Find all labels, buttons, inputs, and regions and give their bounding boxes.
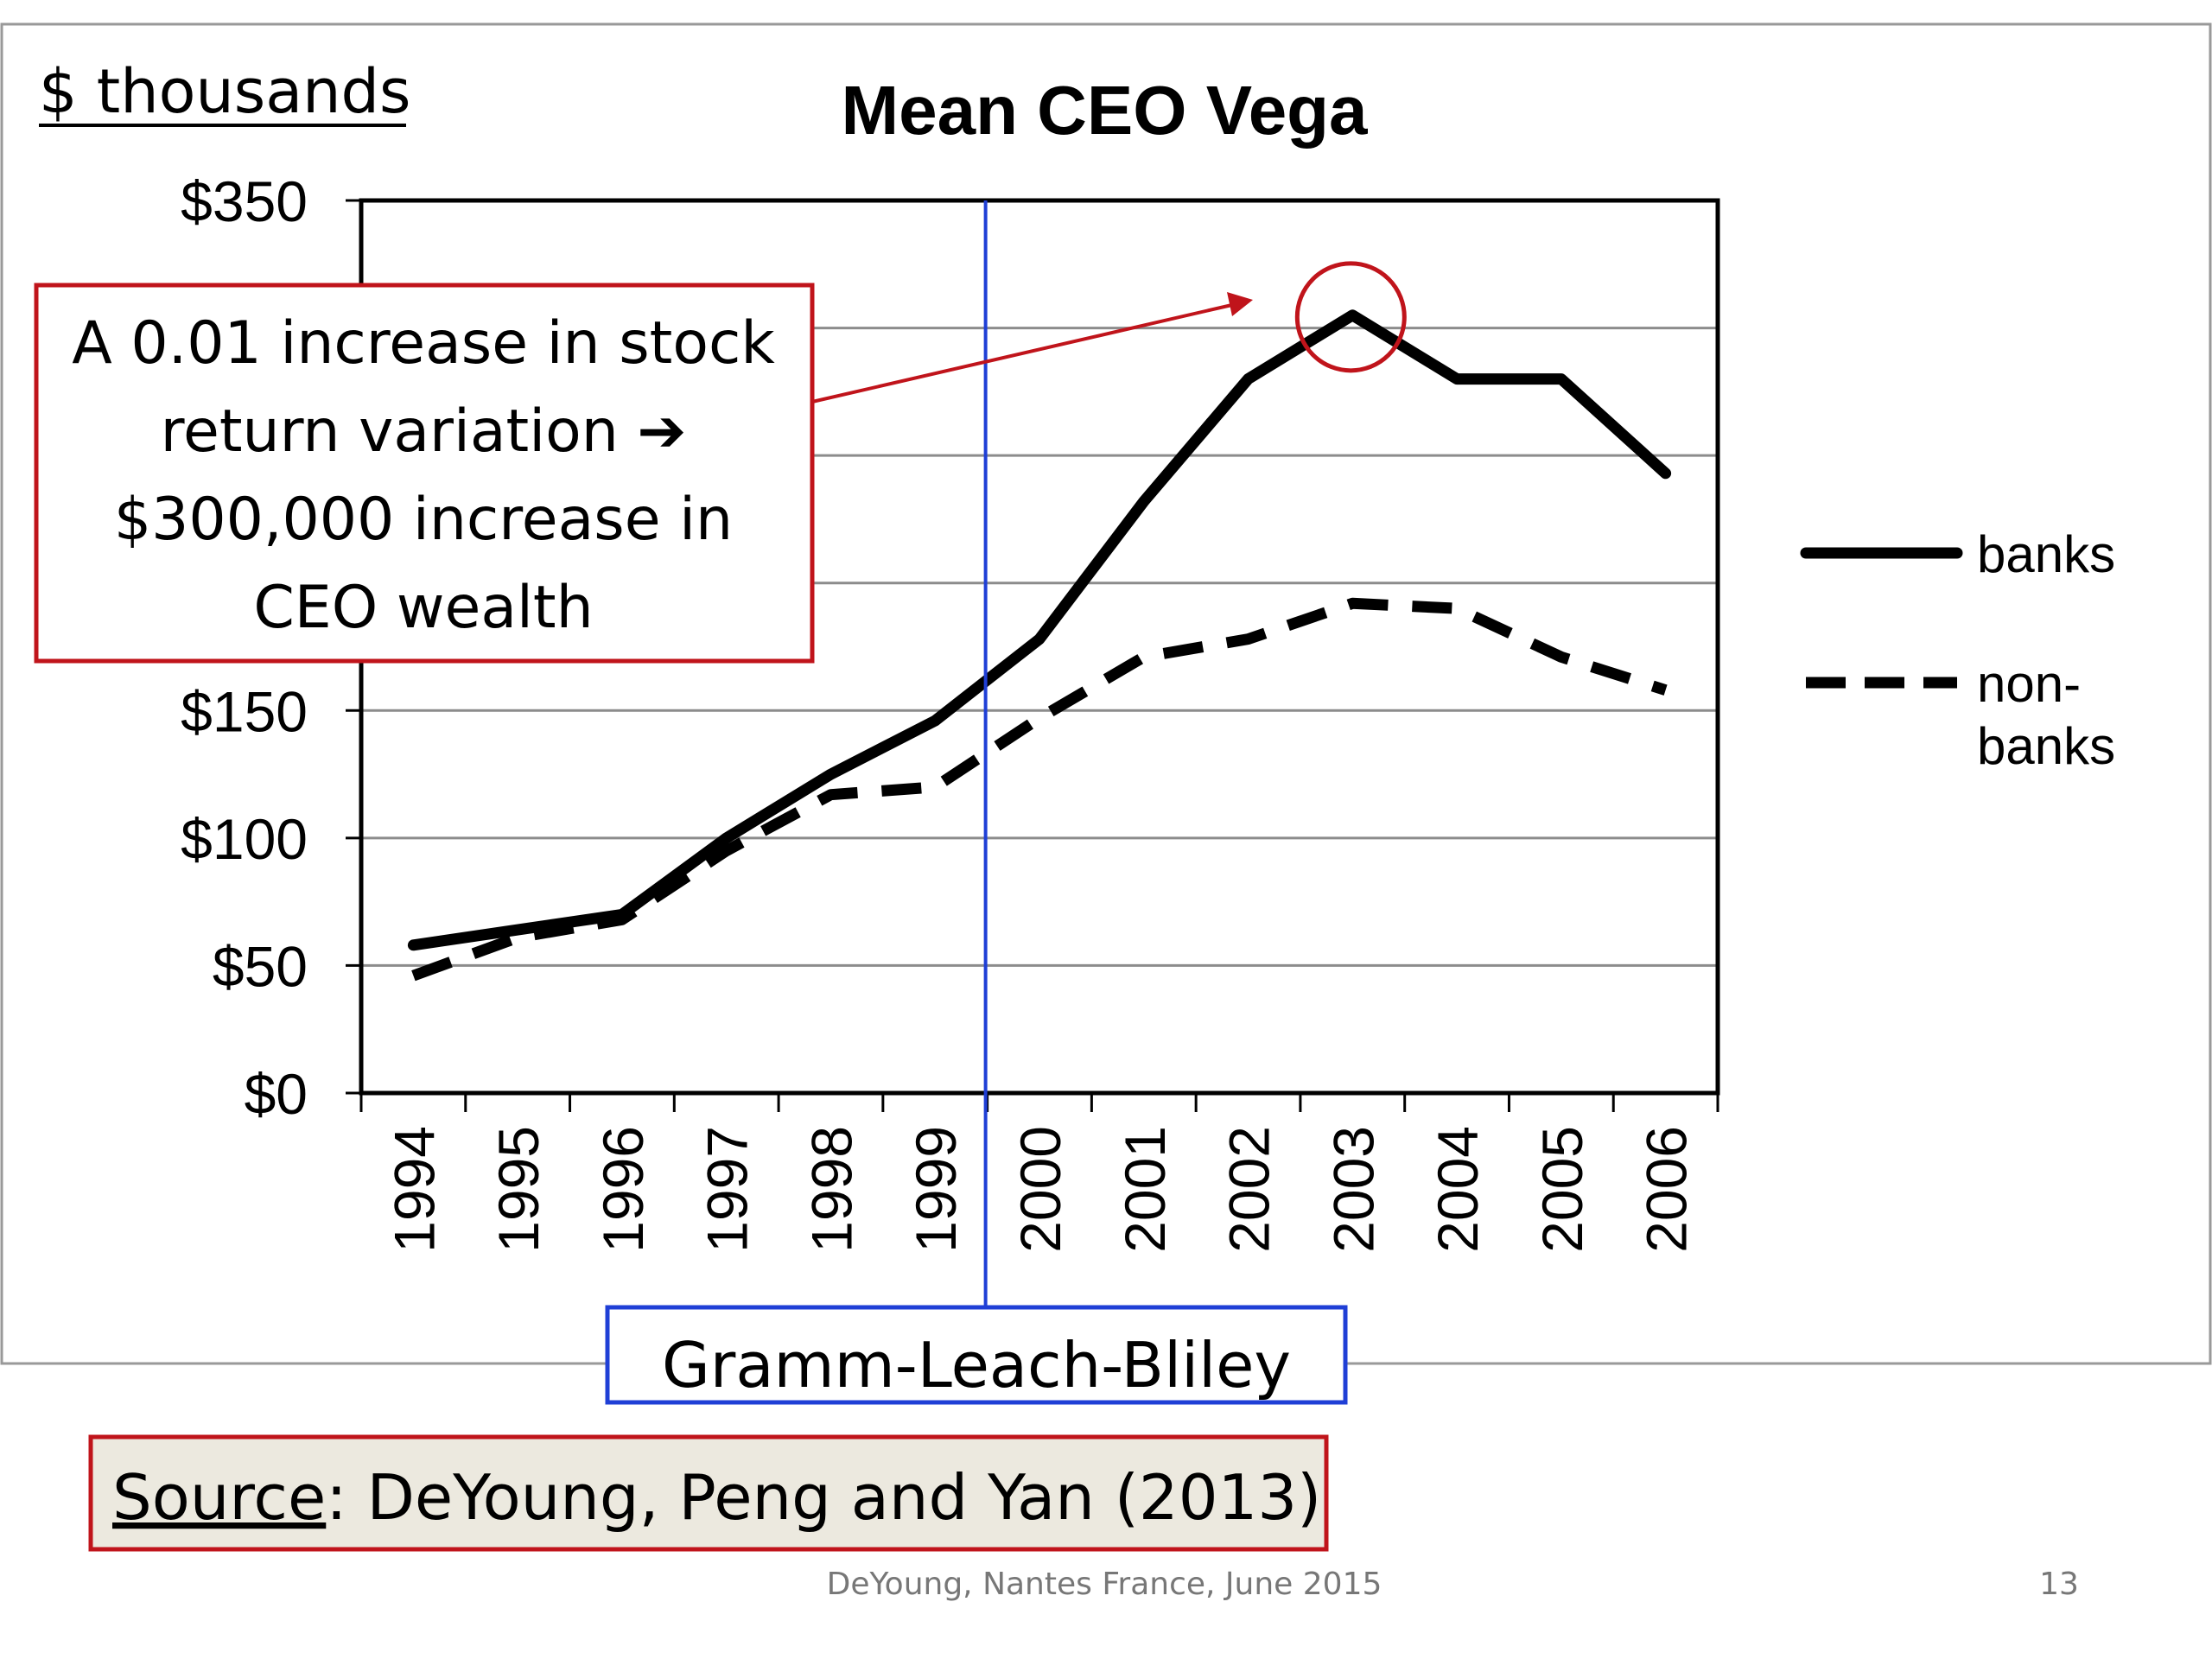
source-citation: : DeYoung, Peng and Yan (2013) <box>326 1461 1321 1534</box>
unit-label: $ thousands <box>39 56 410 127</box>
y-tick-label: $0 <box>245 1062 308 1126</box>
source-box-frame <box>88 1434 1329 1552</box>
callout-arrow-shaft <box>811 302 1236 404</box>
x-tick-label: 1994 <box>382 1126 446 1253</box>
chart-title: Mean CEO Vega <box>841 72 1368 149</box>
callout-box <box>34 283 815 664</box>
y-tick-label: $100 <box>181 807 308 871</box>
x-tick-label: 2006 <box>1635 1126 1699 1253</box>
source-box: Source: DeYoung, Peng and Yan (2013) <box>88 1434 1329 1552</box>
x-tick-label: 1999 <box>904 1126 968 1253</box>
event-label-text: Gramm-Leach-Bliley <box>662 1329 1291 1402</box>
legend-label-non-banks: banks <box>1977 717 2115 775</box>
x-tick-label: 2003 <box>1321 1126 1385 1253</box>
series-line-non-banks <box>411 597 1668 982</box>
event-label-box <box>605 1305 1348 1405</box>
callout-line-1: A 0.01 increase in stock <box>72 309 775 378</box>
x-tick-label: 1998 <box>799 1126 863 1253</box>
event-label: Gramm-Leach-Bliley <box>605 1305 1348 1405</box>
x-tick-label: 2002 <box>1217 1126 1281 1253</box>
x-tick-label: 2005 <box>1530 1126 1594 1253</box>
legend-label-non-banks: non- <box>1977 655 2081 713</box>
x-tick-label: 1997 <box>696 1126 760 1253</box>
callout-arrow-head-icon <box>1227 292 1253 316</box>
x-tick-label: 1996 <box>591 1126 655 1253</box>
source-prefix: Source <box>112 1461 326 1534</box>
callout: A 0.01 increase in stock return variatio… <box>34 283 815 664</box>
source-text: Source: DeYoung, Peng and Yan (2013) <box>112 1461 1321 1534</box>
x-tick-label: 2000 <box>1008 1126 1072 1253</box>
page-number: 13 <box>2039 1567 2079 1602</box>
footer-text: DeYoung, Nantes France, June 2015 <box>827 1567 1382 1602</box>
x-tick-label: 2004 <box>1426 1126 1490 1253</box>
y-tick-label: $50 <box>213 934 308 998</box>
x-tick-label: 1995 <box>486 1126 550 1253</box>
y-tick-label: $150 <box>181 679 308 743</box>
legend-label-banks: banks <box>1977 525 2115 583</box>
x-tick-label: 2001 <box>1113 1126 1177 1253</box>
highlight-circle <box>1294 261 1407 373</box>
callout-line-3: $300,000 increase in <box>114 486 733 554</box>
callout-line-2: return variation ➔ <box>161 397 687 466</box>
callout-line-4: CEO wealth <box>253 574 593 642</box>
y-tick-label: $350 <box>181 169 308 233</box>
callout-arrow <box>811 292 1253 404</box>
